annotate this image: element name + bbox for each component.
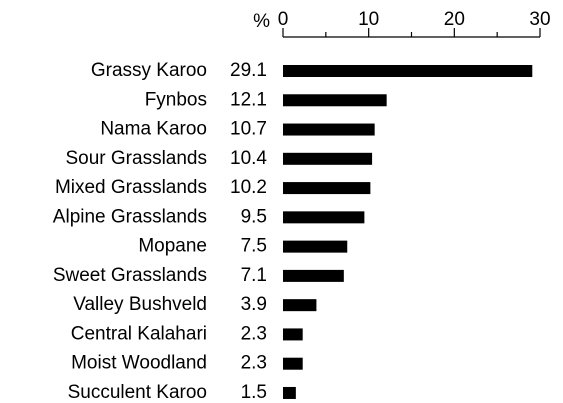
value-label: 3.9 bbox=[241, 294, 267, 315]
value-label: 7.5 bbox=[241, 236, 267, 257]
category-label: Sweet Grasslands bbox=[53, 265, 207, 286]
bar bbox=[283, 357, 303, 370]
x-tick-label: 0 bbox=[278, 9, 289, 30]
x-tick-label: 10 bbox=[358, 9, 379, 30]
category-label: Succulent Karoo bbox=[68, 382, 207, 403]
bar bbox=[283, 269, 344, 282]
bar bbox=[283, 299, 317, 312]
bar bbox=[283, 211, 365, 224]
value-label: 12.1 bbox=[230, 89, 267, 110]
x-tick-label: 30 bbox=[529, 9, 550, 30]
bar bbox=[283, 328, 303, 341]
x-axis-label: % bbox=[253, 11, 270, 32]
category-label: Alpine Grasslands bbox=[53, 206, 207, 227]
x-tick-label: 20 bbox=[444, 9, 465, 30]
bar bbox=[283, 152, 373, 165]
category-label: Central Kalahari bbox=[71, 323, 207, 344]
bar bbox=[283, 94, 387, 107]
bar bbox=[283, 386, 296, 399]
category-label: Nama Karoo bbox=[100, 119, 207, 140]
value-label: 9.5 bbox=[241, 206, 267, 227]
value-label: 10.4 bbox=[230, 148, 267, 169]
category-label: Mopane bbox=[138, 236, 207, 257]
value-label: 1.5 bbox=[241, 382, 267, 403]
category-label: Mixed Grasslands bbox=[55, 177, 207, 198]
value-label: 10.2 bbox=[230, 177, 267, 198]
category-label: Moist Woodland bbox=[71, 353, 207, 374]
bar bbox=[283, 182, 371, 195]
bar bbox=[283, 240, 348, 253]
value-label: 2.3 bbox=[241, 323, 267, 344]
bar bbox=[283, 123, 375, 136]
value-label: 7.1 bbox=[241, 265, 267, 286]
value-label: 2.3 bbox=[241, 353, 267, 374]
category-label: Grassy Karoo bbox=[91, 60, 207, 81]
category-label: Fynbos bbox=[145, 89, 207, 110]
category-label: Valley Bushveld bbox=[73, 294, 207, 315]
value-label: 29.1 bbox=[230, 60, 267, 81]
bar bbox=[283, 65, 533, 77]
value-label: 10.7 bbox=[230, 119, 267, 140]
category-label: Sour Grasslands bbox=[65, 148, 207, 169]
